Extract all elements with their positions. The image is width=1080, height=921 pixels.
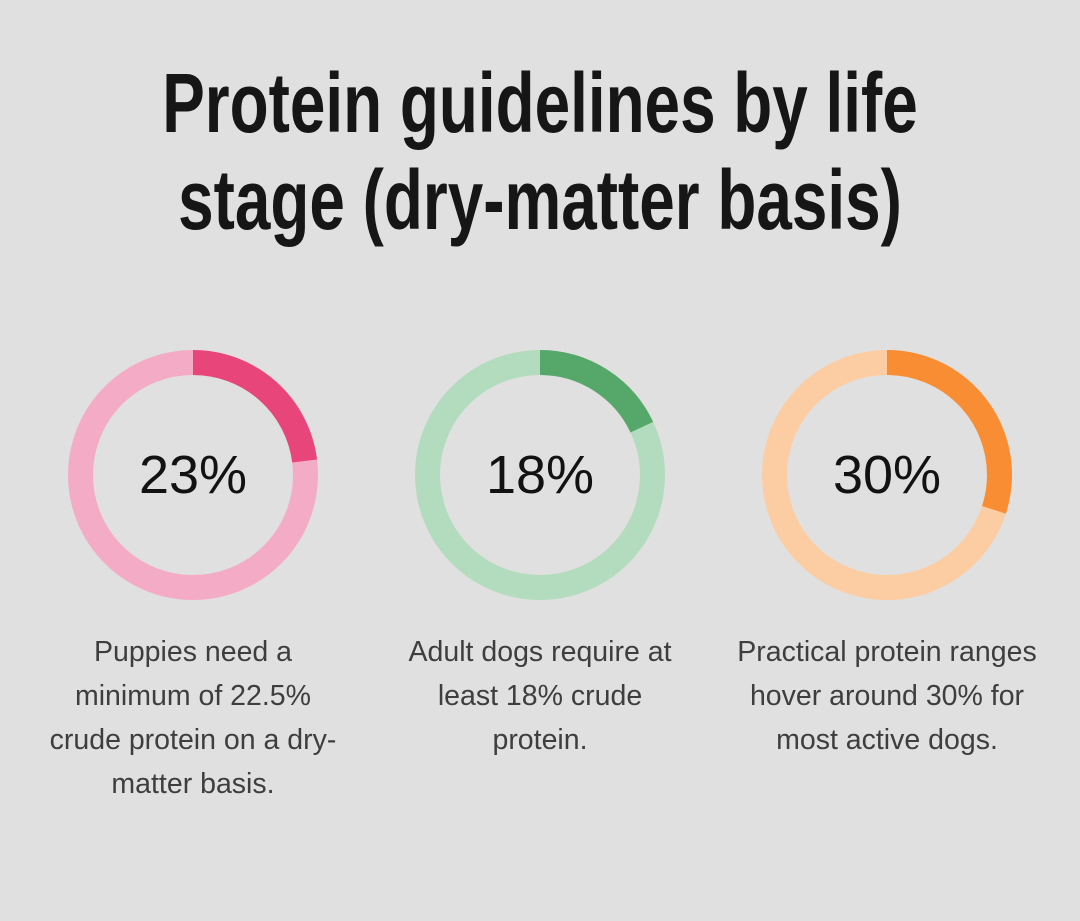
page-title: Protein guidelines by life stage (dry-ma… [130, 55, 951, 250]
donut-value-label: 30% [832, 444, 942, 505]
donut-caption: Practical protein ranges hover around 30… [737, 635, 1037, 757]
page-title-line-2: stage (dry-matter basis) [178, 153, 902, 248]
donut-ring-adult-dogs: 18% [415, 349, 665, 600]
donut-chart-adult-dogs: 18% Adult dogs require at least 18% crud… [375, 349, 705, 807]
donut-svg [415, 349, 665, 600]
donut-svg [762, 349, 1012, 600]
donut-ring-puppies: 23% [68, 349, 318, 600]
donut-value-label: 23% [138, 444, 248, 505]
infographic-canvas: Protein guidelines by life stage (dry-ma… [0, 55, 1080, 921]
donut-chart-puppies: 23% Puppies need a minimum of 22.5% crud… [28, 349, 358, 807]
donut-segment [68, 349, 318, 600]
donut-ring-active-dogs: 30% [762, 349, 1012, 600]
charts-row: 23% Puppies need a minimum of 22.5% crud… [0, 349, 1080, 807]
donut-value-label: 18% [485, 444, 595, 505]
donut-caption: Puppies need a minimum of 22.5% crude pr… [49, 635, 337, 801]
donut-segment [762, 349, 1012, 600]
page-title-line-1: Protein guidelines by life [162, 56, 918, 150]
donut-segment [415, 349, 665, 600]
donut-svg [68, 349, 318, 600]
donut-chart-active-dogs: 30% Practical protein ranges hover aroun… [722, 349, 1052, 807]
donut-caption: Adult dogs require at least 18% crude pr… [408, 635, 672, 757]
